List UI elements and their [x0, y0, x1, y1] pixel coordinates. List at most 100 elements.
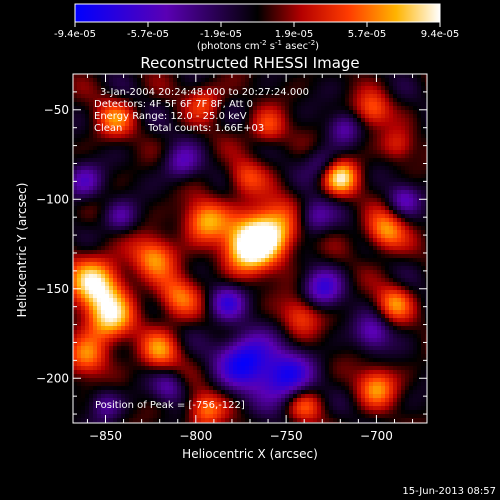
heatmap-cell — [261, 162, 266, 167]
heatmap-cell — [117, 254, 122, 259]
heatmap-cell — [113, 182, 118, 187]
heatmap-cell — [121, 218, 126, 223]
heatmap-cell — [325, 126, 330, 131]
heatmap-cell — [353, 206, 358, 211]
heatmap-cell — [273, 270, 278, 275]
heatmap-cell — [73, 146, 78, 151]
heatmap-cell — [129, 290, 134, 295]
heatmap-cell — [153, 182, 158, 187]
heatmap-cell — [273, 194, 278, 199]
heatmap-cell — [353, 266, 358, 271]
heatmap-cell — [329, 122, 334, 127]
heatmap-cell — [201, 258, 206, 263]
heatmap-cell — [125, 218, 130, 223]
heatmap-cell — [201, 170, 206, 175]
heatmap-cell — [341, 182, 346, 187]
heatmap-cell — [373, 254, 378, 259]
heatmap-cell — [341, 258, 346, 263]
heatmap-cell — [309, 286, 314, 291]
heatmap-cell — [149, 74, 154, 79]
heatmap-cell — [245, 198, 250, 203]
heatmap-cell — [413, 174, 418, 179]
heatmap-cell — [209, 290, 214, 295]
heatmap-cell — [321, 162, 326, 167]
heatmap-cell — [113, 94, 118, 99]
heatmap-cell — [289, 246, 294, 251]
heatmap-cell — [325, 162, 330, 167]
heatmap-cell — [113, 214, 118, 219]
heatmap-cell — [317, 190, 322, 195]
heatmap-cell — [377, 118, 382, 123]
heatmap-cell — [125, 214, 130, 219]
heatmap-cell — [177, 170, 182, 175]
heatmap-cell — [265, 182, 270, 187]
colorbar-ticks — [74, 22, 441, 27]
heatmap-cell — [341, 78, 346, 83]
heatmap-cell — [93, 218, 98, 223]
heatmap-cell — [249, 118, 254, 123]
heatmap-cell — [125, 134, 130, 139]
heatmap-cell — [225, 258, 230, 263]
heatmap-cell — [257, 246, 262, 251]
heatmap-cell — [217, 274, 222, 279]
heatmap-cell — [373, 222, 378, 227]
heatmap-cell — [265, 286, 270, 291]
heatmap-cell — [341, 114, 346, 119]
heatmap-cell — [241, 138, 246, 143]
heatmap-cell — [117, 102, 122, 107]
heatmap-cell — [89, 242, 94, 247]
heatmap-cell — [213, 142, 218, 147]
heatmap-cell — [197, 218, 202, 223]
heatmap-cell — [241, 230, 246, 235]
heatmap-cell — [277, 86, 282, 91]
heatmap-cell — [393, 262, 398, 267]
heatmap-cell — [309, 98, 314, 103]
heatmap-cell — [89, 270, 94, 275]
heatmap-cell — [193, 242, 198, 247]
heatmap-cell — [353, 178, 358, 183]
heatmap-cell — [245, 250, 250, 255]
heatmap-cell — [229, 178, 234, 183]
heatmap-cell — [137, 254, 142, 259]
heatmap-cell — [145, 86, 150, 91]
heatmap-cell — [341, 198, 346, 203]
heatmap-cell — [233, 270, 238, 275]
heatmap-cell — [197, 78, 202, 83]
heatmap-cell — [225, 122, 230, 127]
heatmap-cell — [125, 154, 130, 159]
heatmap-cell — [157, 278, 162, 283]
heatmap-cell — [189, 118, 194, 123]
heatmap-cell — [305, 194, 310, 199]
heatmap-cell — [89, 290, 94, 295]
heatmap-cell — [305, 158, 310, 163]
heatmap-cell — [253, 278, 258, 283]
heatmap-cell — [249, 266, 254, 271]
heatmap-cell — [385, 114, 390, 119]
heatmap-cell — [337, 126, 342, 131]
heatmap-cell — [253, 90, 258, 95]
heatmap-cell — [205, 134, 210, 139]
heatmap-cell — [281, 182, 286, 187]
heatmap-cell — [297, 206, 302, 211]
heatmap-cell — [381, 186, 386, 191]
heatmap-cell — [309, 294, 314, 299]
heatmap-cell — [345, 246, 350, 251]
heatmap-cell — [153, 206, 158, 211]
heatmap-cell — [341, 174, 346, 179]
heatmap-cell — [221, 182, 226, 187]
heatmap-cell — [305, 206, 310, 211]
heatmap-cell — [397, 90, 402, 95]
heatmap-cell — [349, 274, 354, 279]
heatmap-cell — [117, 198, 122, 203]
heatmap-cell — [149, 110, 154, 115]
heatmap-cell — [149, 286, 154, 291]
heatmap-cell — [269, 226, 274, 231]
heatmap-cell — [377, 270, 382, 275]
heatmap-cell — [409, 226, 414, 231]
heatmap-cell — [141, 238, 146, 243]
heatmap-cell — [373, 106, 378, 111]
heatmap-cell — [85, 294, 90, 299]
heatmap-cell — [121, 110, 126, 115]
heatmap-cell — [249, 158, 254, 163]
heatmap-cell — [81, 102, 86, 107]
